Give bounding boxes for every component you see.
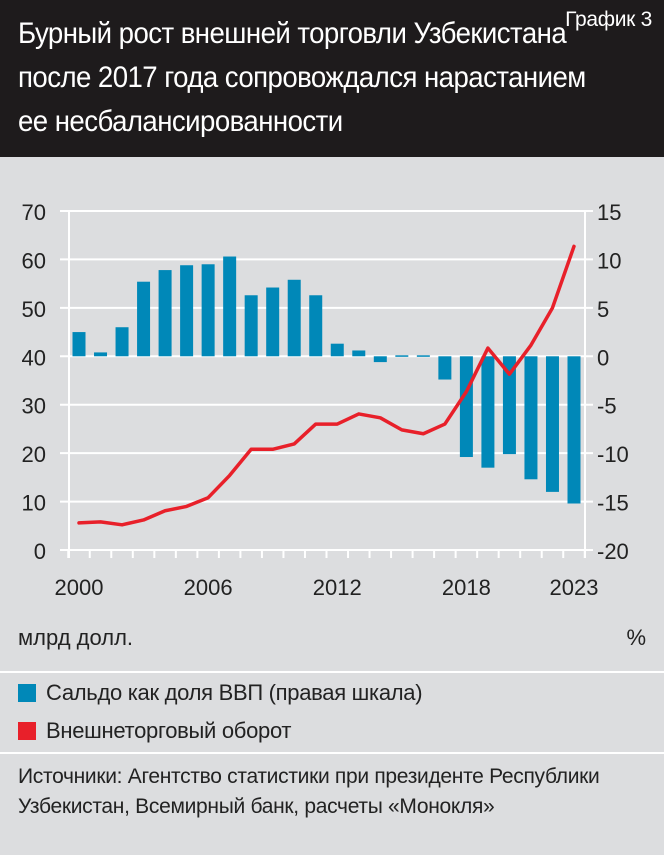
right-tick-label: -15 bbox=[597, 491, 629, 516]
left-axis-unit: млрд долл. bbox=[18, 625, 134, 650]
bar-2004 bbox=[158, 270, 172, 357]
bar-2018 bbox=[459, 356, 473, 458]
bar-2023 bbox=[567, 356, 581, 504]
bar-2012 bbox=[330, 343, 344, 357]
divider bbox=[0, 671, 664, 673]
x-tick-label: 2000 bbox=[55, 575, 104, 600]
left-tick-label: 70 bbox=[22, 200, 46, 225]
legend-label: Сальдо как доля ВВП (правая шкала) bbox=[46, 680, 423, 705]
bar-2003 bbox=[137, 281, 151, 357]
right-tick-label: -5 bbox=[597, 394, 617, 419]
bar-2008 bbox=[244, 295, 258, 357]
bar-2017 bbox=[438, 356, 452, 380]
right-axis-unit: % bbox=[626, 625, 646, 650]
left-tick-label: 50 bbox=[22, 297, 46, 322]
legend-swatch bbox=[18, 722, 36, 740]
turnover-line bbox=[77, 244, 576, 527]
bar-2022 bbox=[545, 356, 559, 492]
header: Бурный рост внешней торговли Узбекистана… bbox=[0, 0, 664, 157]
legend-label: Внешнеторговый оборот bbox=[46, 718, 292, 743]
left-tick-label: 40 bbox=[22, 345, 46, 370]
left-tick-label: 60 bbox=[22, 248, 46, 273]
bar-2005 bbox=[180, 265, 194, 357]
x-tick-label: 2018 bbox=[442, 575, 491, 600]
right-tick-label: -20 bbox=[597, 539, 629, 564]
bar-2007 bbox=[223, 256, 237, 357]
bar-2014 bbox=[373, 356, 387, 363]
bar-2021 bbox=[524, 356, 538, 480]
bar-2019 bbox=[481, 356, 495, 468]
source-note: Источники: Агентство статистики при през… bbox=[18, 765, 600, 818]
x-tick-label: 2006 bbox=[184, 575, 233, 600]
legend-item-turnover: Внешнеторговый оборот bbox=[18, 718, 291, 744]
bar-2010 bbox=[287, 279, 301, 357]
x-tick-label: 2012 bbox=[313, 575, 362, 600]
right-tick-label: 5 bbox=[597, 297, 609, 322]
right-tick-label: 10 bbox=[597, 248, 621, 273]
divider bbox=[0, 752, 664, 754]
left-tick-label: 10 bbox=[22, 491, 46, 516]
right-tick-label: -10 bbox=[597, 442, 629, 467]
x-tick-label: 2023 bbox=[550, 575, 599, 600]
legend-item-balance: Сальдо как доля ВВП (правая шкала) bbox=[18, 680, 423, 706]
bar-2000 bbox=[72, 332, 86, 357]
chart-number: График 3 bbox=[565, 8, 652, 31]
bar-2020 bbox=[502, 356, 516, 455]
left-tick-label: 0 bbox=[34, 539, 46, 564]
chart: 0 10 20 30 40 50 60 70 -20 -15 -10 -5 0 5 10 15 2000 2006… bbox=[22, 200, 629, 600]
legend-swatch bbox=[18, 684, 36, 702]
bar-2011 bbox=[309, 295, 323, 357]
bar-2015 bbox=[395, 355, 409, 357]
bar-2013 bbox=[352, 350, 366, 357]
bar-2001 bbox=[94, 352, 108, 357]
right-tick-label: 0 bbox=[597, 345, 609, 370]
left-tick-label: 30 bbox=[22, 394, 46, 419]
bar-2016 bbox=[416, 355, 430, 357]
right-tick-label: 15 bbox=[597, 200, 621, 225]
chart-title: Бурный рост внешней торговли Узбекистана… bbox=[18, 17, 586, 138]
bar-2006 bbox=[201, 264, 215, 357]
left-tick-label: 20 bbox=[22, 442, 46, 467]
bar-2009 bbox=[266, 287, 280, 357]
bar-2002 bbox=[115, 327, 129, 357]
